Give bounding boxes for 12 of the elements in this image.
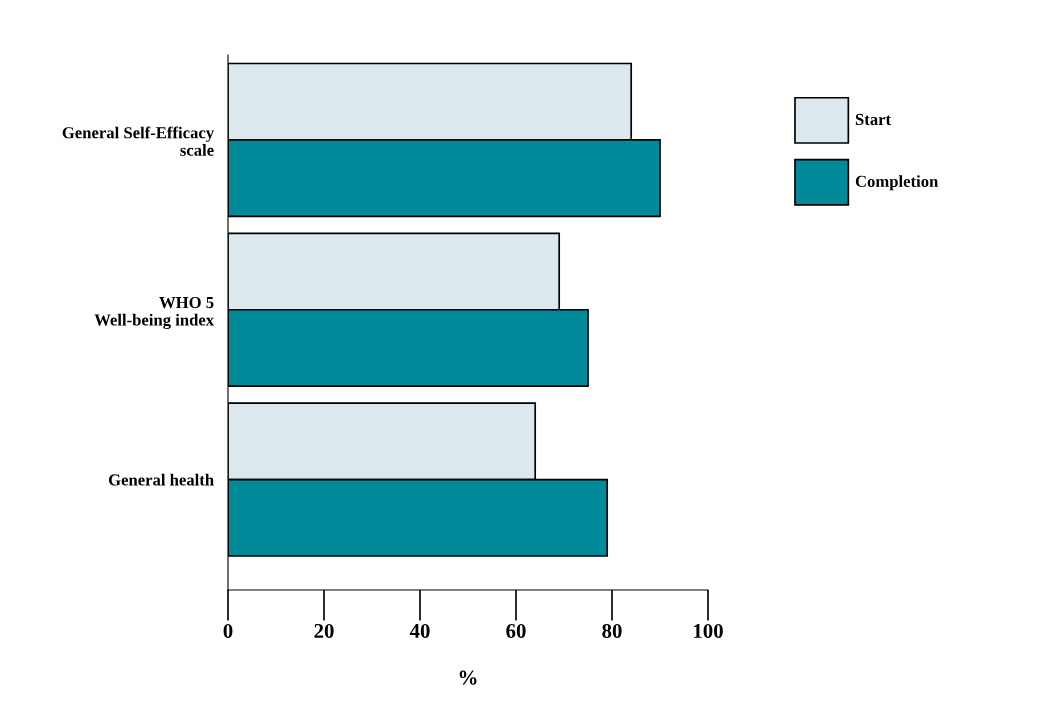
- x-axis-title: %: [459, 670, 477, 685]
- y-tick-label: General health: [108, 473, 214, 486]
- x-tick-label: 40: [409, 623, 430, 638]
- y-tick-label: WHO 5 Well-being index: [94, 296, 215, 330]
- x-tick-label: 60: [506, 623, 526, 638]
- text: Completion: [855, 175, 939, 191]
- text: Start: [855, 113, 892, 126]
- y-tick-label: General Self-Efficacy scale: [62, 126, 214, 156]
- x-tick-label: 80: [602, 623, 622, 638]
- x-tick-label: 0: [223, 623, 233, 638]
- x-tick-label: 100: [694, 623, 723, 638]
- x-tick-label: 20: [314, 623, 334, 638]
